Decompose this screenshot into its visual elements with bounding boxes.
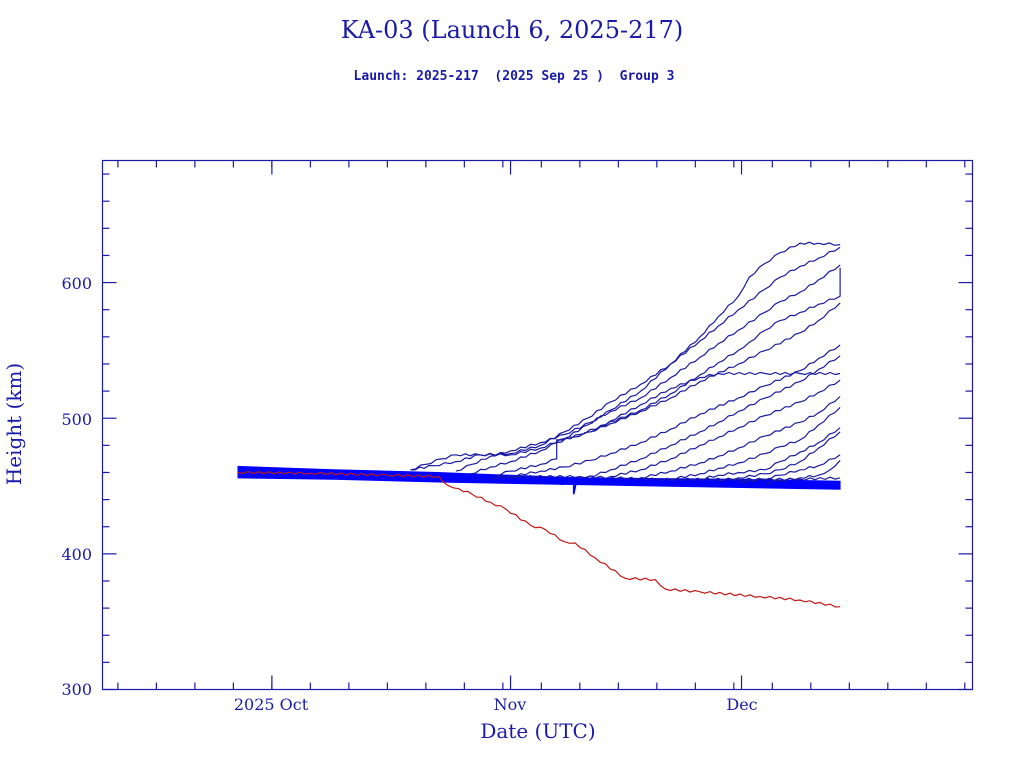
chart-subtitle: Launch: 2025-217 (2025 Sep 25 ) Group 3: [354, 69, 675, 84]
series-line-object-6: [510, 344, 841, 478]
y-tick-label-400: 400: [61, 545, 92, 564]
chart-title: KA-03 (Launch 6, 2025-217): [341, 16, 684, 44]
series-line-decaying-object: [237, 470, 841, 608]
series-line-object-3: [455, 264, 841, 472]
x-axis-label: Date (UTC): [480, 719, 595, 743]
x-tick-label-oct: 2025 Oct: [234, 695, 309, 714]
series-line-object-8: [590, 371, 841, 433]
y-axis-label: Height (km): [2, 363, 26, 485]
series-line-object-13: [718, 431, 841, 482]
series-line-object-2: [410, 246, 841, 471]
series-line-object-7: [590, 355, 841, 478]
series-line-object-16: [490, 474, 841, 481]
plot-frame: [101, 159, 974, 691]
series-line-object-15: [765, 459, 841, 485]
series-line-object-12: [699, 427, 841, 480]
series-line-object-10: [640, 396, 841, 479]
plot-data-area: [237, 241, 841, 608]
x-tick-label-dec: Dec: [726, 695, 757, 714]
y-tick-label-300: 300: [61, 680, 92, 699]
bundle-band: [237, 465, 841, 490]
series-line-object-1: [410, 241, 841, 471]
series-line-object-4: [470, 267, 841, 475]
axis-ticks: [102, 160, 973, 691]
y-tick-label-500: 500: [61, 410, 92, 429]
series-line-object-17: [556, 481, 588, 495]
series-line-object-14: [738, 454, 841, 484]
x-tick-label-nov: Nov: [494, 695, 527, 714]
y-tick-label-600: 600: [61, 274, 92, 293]
series-line-object-11: [670, 406, 841, 481]
series-line-object-9: [610, 379, 841, 478]
series-line-object-5: [495, 302, 841, 476]
